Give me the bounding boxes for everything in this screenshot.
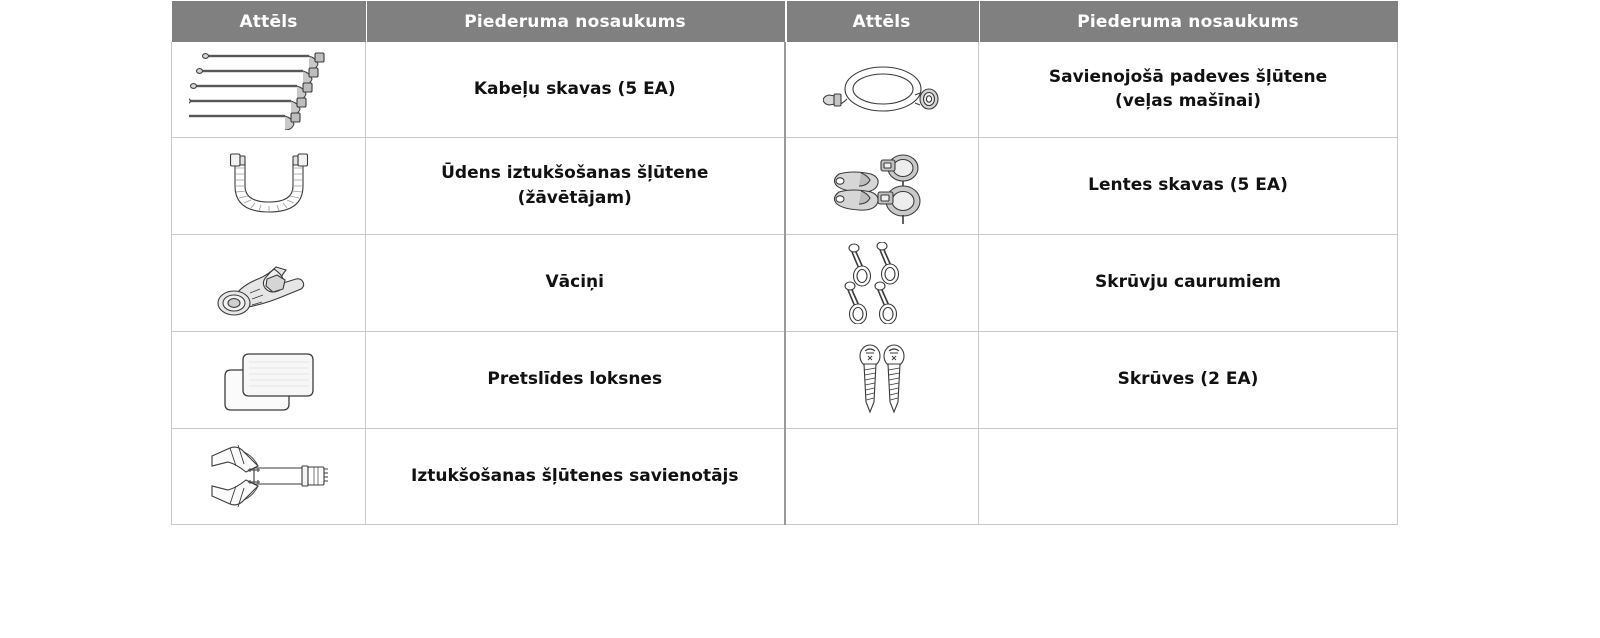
table-body: Kabeļu skavas (5 EA): [171, 42, 1398, 525]
table-row: Kabeļu skavas (5 EA): [171, 42, 1398, 138]
screws-icon: [859, 343, 905, 413]
cell-name-right: Skrūves (2 EA): [978, 331, 1398, 429]
cell-image-right: [784, 234, 979, 332]
cell-name-right: Skrūvju caurumiem: [978, 234, 1398, 332]
accessory-name: Skrūvju caurumiem: [1095, 272, 1281, 293]
cell-image-left: [171, 137, 366, 235]
accessory-name: Pretslīdes loksnes: [487, 369, 663, 390]
header-image-right: Attēls: [784, 1, 979, 42]
cell-name-left: Kabeļu skavas (5 EA): [365, 42, 786, 138]
cell-image-left: [171, 234, 366, 332]
accessory-name: Iztukšošanas šļūtenes savienotājs: [411, 465, 739, 486]
accessory-name-line2: (veļas mašīnai): [1114, 91, 1262, 112]
cell-image-left: [171, 42, 366, 138]
band-clamps-icon: [833, 153, 921, 224]
cell-image-left: [171, 331, 366, 429]
accessory-name: Kabeļu skavas (5 EA): [473, 78, 676, 99]
header-image-left: Attēls: [171, 1, 366, 42]
accessory-table: Attēls Piederuma nosaukums Attēls Pieder…: [171, 1, 1398, 525]
accessory-name-line2: (žāvētājam): [517, 187, 632, 208]
accessory-name-line1: Savienojošā padeves šļūtene: [1048, 66, 1328, 87]
header-name-right: Piederuma nosaukums: [978, 1, 1398, 42]
cell-name-right: Savienojošā padeves šļūtene (veļas mašīn…: [978, 42, 1398, 138]
drain-hose-icon: [229, 152, 308, 213]
cell-name-right-empty: [978, 428, 1398, 525]
screw-caps-icon: [844, 241, 899, 324]
header-name-left: Piederuma nosaukums: [365, 1, 785, 42]
cell-name-left: Ūdens iztukšošanas šļūtene (žāvētājam): [365, 137, 786, 235]
table-row: Ūdens iztukšošanas šļūtene (žāvētājam): [171, 137, 1398, 235]
table-row: Vāciņi: [171, 234, 1398, 332]
cell-image-right: [784, 137, 979, 235]
cap-wrench-icon: [216, 265, 304, 316]
cell-image-left: [171, 428, 366, 525]
drain-hose-connector-icon: [210, 444, 328, 508]
table-header-row: Attēls Piederuma nosaukums Attēls Pieder…: [171, 1, 1398, 42]
table-header: Attēls Piederuma nosaukums Attēls Pieder…: [171, 1, 1398, 42]
cell-name-right: Lentes skavas (5 EA): [978, 137, 1398, 235]
accessory-name: Lentes skavas (5 EA): [1088, 175, 1288, 196]
cell-name-left: Vāciņi: [365, 234, 786, 332]
accessory-name-line1: Ūdens iztukšošanas šļūtene: [441, 162, 709, 183]
anti-slip-sheets-icon: [223, 352, 314, 411]
cell-image-right: [784, 331, 979, 429]
cell-image-right-empty: [784, 428, 979, 525]
supply-hose-icon: [822, 66, 939, 112]
accessory-name: Vāciņi: [545, 272, 604, 293]
cell-name-left: Iztukšošanas šļūtenes savienotājs: [365, 428, 786, 525]
table-row: Iztukšošanas šļūtenes savienotājs: [171, 428, 1398, 525]
cable-ties-icon: [188, 52, 325, 131]
cell-image-right: [784, 42, 979, 138]
cell-name-left: Pretslīdes loksnes: [365, 331, 786, 429]
accessory-name: Skrūves (2 EA): [1117, 369, 1259, 390]
table-row: Pretslīdes loksnes: [171, 331, 1398, 429]
